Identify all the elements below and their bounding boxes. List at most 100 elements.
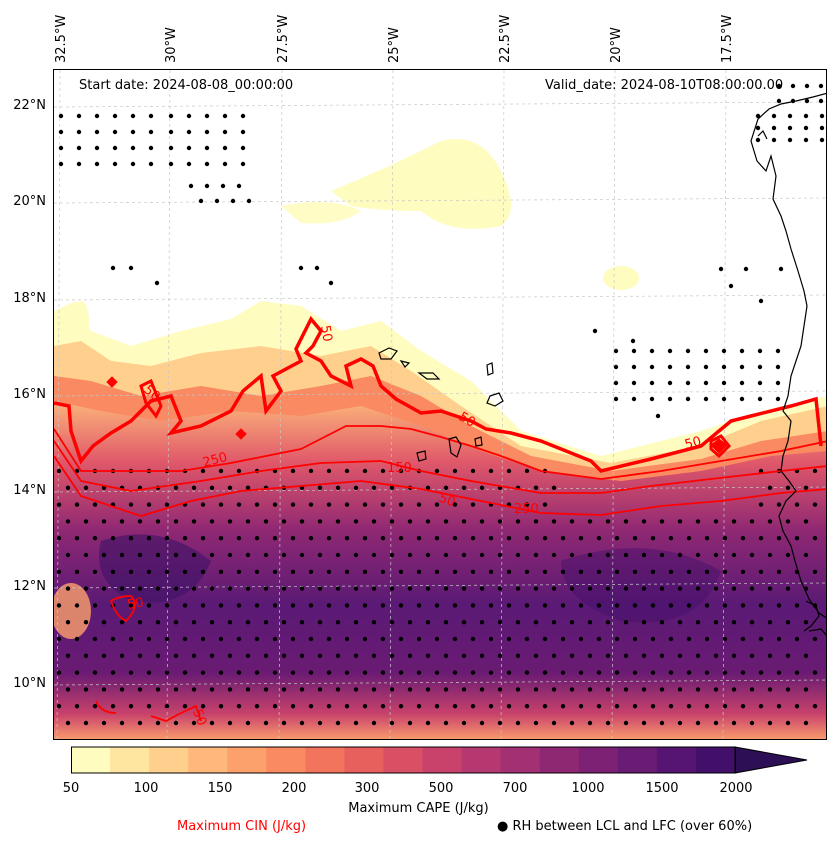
rh-dot — [119, 687, 125, 692]
rh-dot — [236, 536, 242, 541]
rh-dot — [326, 704, 332, 709]
rh-dot — [443, 720, 449, 726]
rh-dot — [112, 161, 118, 167]
rh-dot — [182, 704, 188, 709]
rh-dot — [632, 603, 638, 608]
rh-dot — [56, 536, 62, 541]
rh-dot — [443, 653, 449, 658]
rh-dot — [146, 502, 152, 507]
rh-dot — [560, 536, 566, 541]
cape-legend-label: Maximum CAPE (J/kg) — [348, 801, 489, 816]
rh-dot — [335, 687, 341, 692]
rh-dot — [182, 670, 188, 675]
rh-dot — [148, 145, 154, 151]
rh-dot — [101, 653, 107, 658]
rh-dot — [578, 636, 584, 642]
rh-dot — [74, 603, 80, 608]
rh-dot — [497, 519, 503, 524]
rh-dot — [101, 720, 107, 726]
cb-tick-300: 300 — [354, 781, 380, 796]
rh-dot — [209, 687, 215, 692]
rh-dot — [578, 603, 584, 608]
rh-dot — [326, 536, 332, 541]
rh-dot — [605, 720, 611, 726]
rh-dot — [785, 653, 791, 658]
rh-dot — [776, 603, 782, 608]
rh-dot — [721, 380, 727, 386]
rh-dot — [65, 552, 71, 558]
rh-dot — [497, 586, 503, 591]
rh-dot — [371, 519, 377, 524]
rh-dot — [740, 636, 746, 642]
rh-dot — [371, 485, 377, 490]
rh-dot — [218, 636, 224, 642]
rh-dot — [758, 704, 764, 709]
rh-dot — [623, 720, 629, 726]
rh-dot — [443, 586, 449, 591]
rh-dot — [757, 396, 763, 402]
cb-tick-150: 150 — [207, 781, 233, 796]
rh-dot — [740, 536, 746, 541]
rh-dot — [362, 502, 368, 507]
rh-dot — [344, 670, 350, 675]
cape-colorbar — [71, 746, 808, 774]
rh-dot — [83, 485, 89, 490]
rh-dot — [731, 687, 737, 692]
rh-dot — [191, 687, 197, 692]
rh-dot — [785, 485, 791, 490]
cb-tick-500: 500 — [428, 781, 454, 796]
rh-dot — [542, 536, 548, 541]
rh-dot — [245, 620, 251, 625]
rh-dot — [92, 502, 98, 507]
rh-dot — [222, 129, 228, 135]
rh-dot — [128, 603, 134, 608]
rh-dot — [155, 519, 161, 524]
rh-dot — [569, 552, 575, 558]
rh-dot — [613, 380, 619, 386]
rh-dot — [631, 348, 637, 354]
rh-dot — [164, 636, 170, 642]
rh-dot — [596, 569, 602, 574]
rh-dot — [246, 198, 252, 204]
rh-dot — [425, 720, 431, 726]
rh-dot — [173, 620, 179, 625]
rh-dot — [56, 502, 62, 507]
rh-dot — [308, 502, 314, 507]
rh-dot — [452, 569, 458, 574]
rh-dot — [614, 603, 620, 608]
rh-dot — [254, 502, 260, 507]
rh-dot — [128, 704, 134, 709]
cb-tick-100: 100 — [133, 781, 159, 796]
rh-dot — [83, 586, 89, 591]
rh-dot — [92, 536, 98, 541]
colorbar-swatch — [461, 747, 502, 773]
rh-dot — [649, 396, 655, 402]
rh-dot — [771, 113, 777, 119]
rh-dot — [425, 620, 431, 625]
cin-label-50-a: 50 — [317, 324, 335, 343]
rh-dot — [722, 670, 728, 675]
rh-dot — [434, 704, 440, 709]
rh-dot — [812, 569, 818, 574]
rh-dot — [380, 569, 386, 574]
rh-dot — [713, 519, 719, 524]
rh-dot — [389, 485, 395, 490]
rh-dot — [83, 552, 89, 558]
rh-dot — [569, 586, 575, 591]
rh-dot — [92, 704, 98, 709]
rh-dot — [596, 603, 602, 608]
rh-dot — [308, 603, 314, 608]
rh-dot — [443, 519, 449, 524]
rh-dot — [326, 603, 332, 608]
rh-dot — [703, 380, 709, 386]
rh-dot — [227, 586, 233, 591]
rh-dot — [130, 129, 136, 135]
colorbar-swatch — [578, 747, 619, 773]
rh-dot — [191, 485, 197, 490]
rh-dot — [389, 586, 395, 591]
colorbar-swatch — [305, 747, 346, 773]
rh-dot — [335, 519, 341, 524]
cape-blob-west — [73, 301, 89, 341]
rh-dot — [677, 687, 683, 692]
rh-dot — [551, 620, 557, 625]
